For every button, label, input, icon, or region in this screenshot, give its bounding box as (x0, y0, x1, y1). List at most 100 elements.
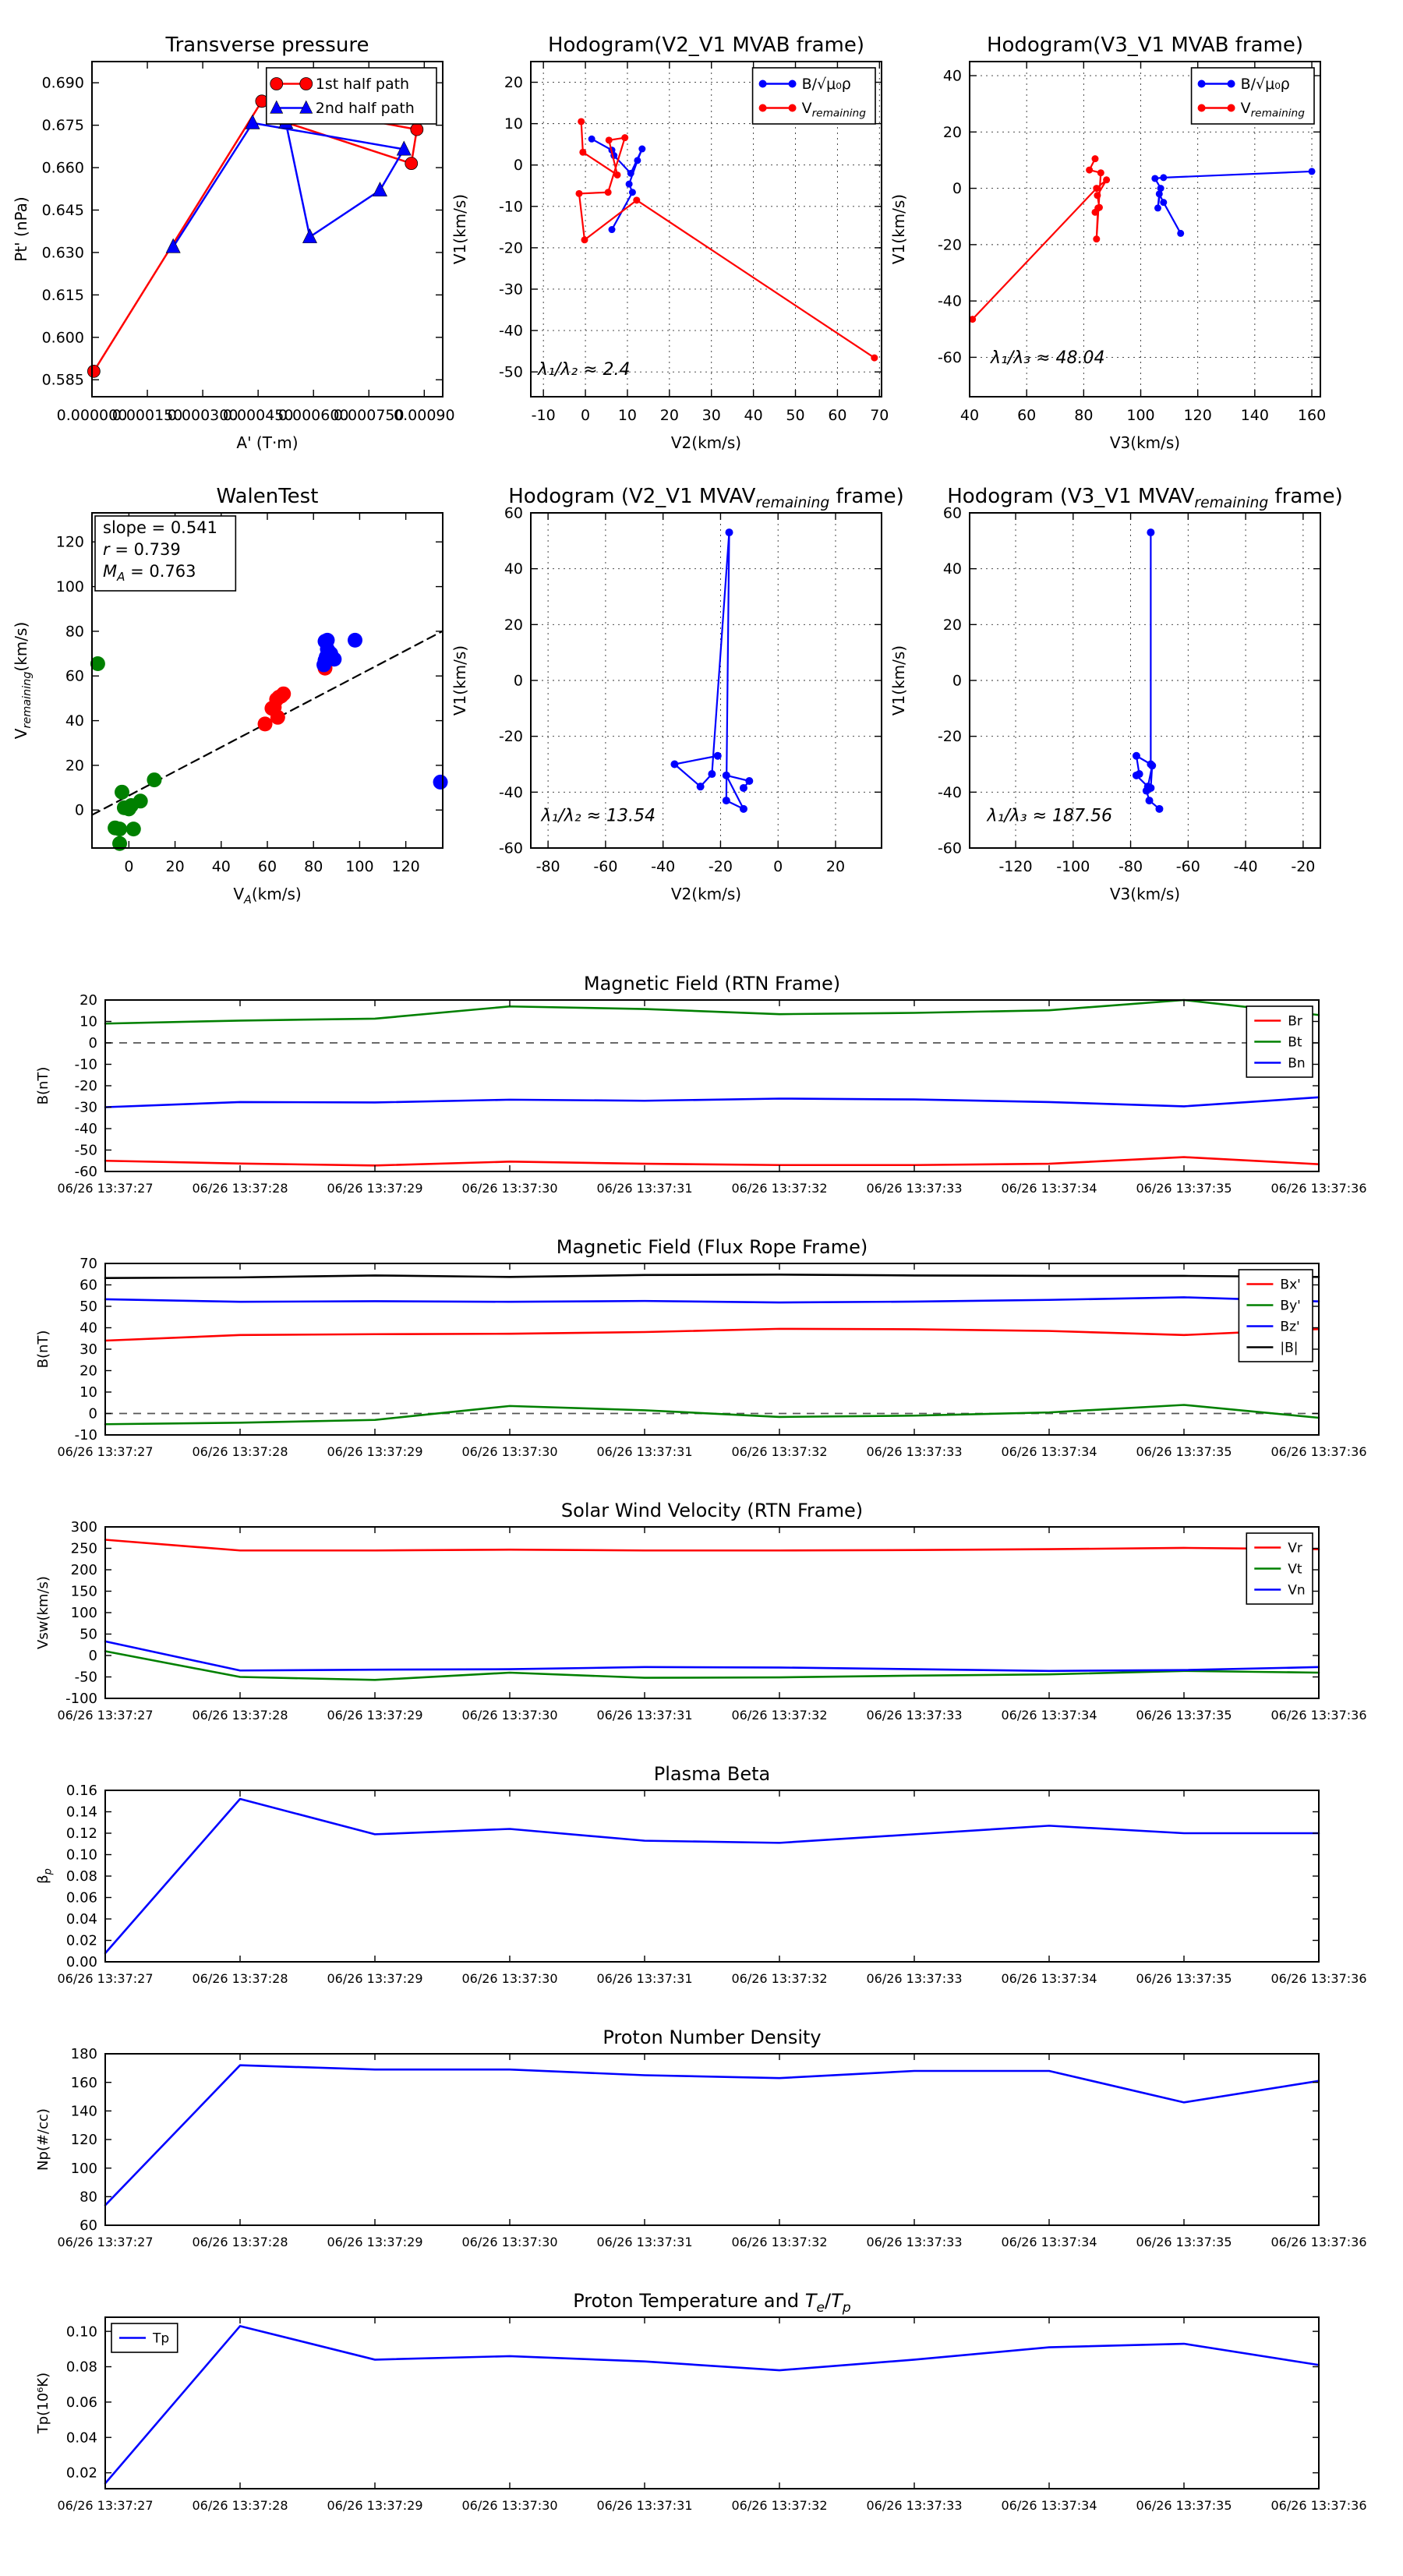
x-tick-label: 06/26 13:37:27 (57, 1181, 153, 1196)
dot-marker (1103, 176, 1111, 184)
dot-marker (745, 777, 754, 785)
chart-magnetic-field-flux-rope: 06/26 13:37:27 06/26 13:37:28 06/26 13:37:… (35, 1236, 1367, 1459)
y-tick-label: 0.02 (66, 2465, 97, 2482)
x-tick-label: 20 (826, 858, 845, 875)
x-tick-label: 06/26 13:37:33 (866, 1444, 962, 1459)
x-tick-label: 06/26 13:37:33 (866, 1971, 962, 1986)
y-tick-label: -50 (75, 1670, 97, 1686)
x-tick-label: -60 (1176, 858, 1200, 875)
legend: Br Bt Bn (1246, 1005, 1313, 1078)
dot-marker (1197, 80, 1206, 88)
chart-proton-number-density: 06/26 13:37:27 06/26 13:37:28 06/26 13:37:… (35, 2027, 1367, 2249)
y-tick-label: -40 (75, 1121, 97, 1137)
legend: Vr Vt Vn (1246, 1532, 1313, 1605)
x-tick-label: 80 (304, 858, 323, 875)
dot-marker (788, 80, 797, 88)
chart-title: Solar Wind Velocity (RTN Frame) (561, 1500, 863, 1521)
dot-marker (1151, 175, 1159, 182)
dot-marker (133, 793, 148, 809)
dot-marker (579, 148, 587, 156)
x-tick-label: 100 (1126, 407, 1154, 424)
y-tick-label: 80 (80, 2189, 97, 2205)
y-tick-label: 0.04 (66, 1911, 97, 1928)
y-tick-label: -100 (65, 1691, 97, 1707)
x-tick-label: 120 (1184, 407, 1212, 424)
series-Vt (104, 1650, 1320, 1681)
dot-marker (722, 771, 730, 779)
x-tick-label: 06/26 13:37:34 (1001, 1444, 1097, 1459)
x-axis-label: V3(km/s) (1110, 433, 1180, 452)
dot-marker (1093, 235, 1101, 243)
y-tick-label: -60 (499, 839, 523, 857)
dot-marker (257, 716, 273, 732)
x-tick-label: 06/26 13:37:31 (596, 2498, 692, 2513)
x-tick-label: 06/26 13:37:36 (1270, 2498, 1366, 2513)
y-tick-label: 150 (71, 1584, 97, 1600)
x-tick-label: 0.000600 (278, 407, 349, 424)
x-tick-label: 06/26 13:37:36 (1270, 1181, 1366, 1196)
dot-marker (1177, 229, 1185, 237)
legend-label: Vremaining (802, 100, 867, 120)
x-tick-label: 06/26 13:37:30 (461, 1181, 557, 1196)
y-tick-label: -40 (938, 293, 962, 310)
lambda-annotation: λ₁/λ₃ ≈ 48.04 (990, 348, 1105, 368)
x-tick-label: 06/26 13:37:32 (731, 2498, 827, 2513)
dot-marker (608, 226, 616, 234)
dot-marker (969, 316, 977, 323)
x-tick-label: 06/26 13:37:29 (327, 2235, 422, 2249)
y-tick-label: 50 (80, 1299, 97, 1315)
y-tick-label: 100 (71, 2161, 97, 2177)
y-tick-label: 200 (71, 1562, 97, 1578)
x-tick-label: 60 (828, 407, 846, 424)
series-B-path (673, 531, 751, 810)
x-tick-label: 06/26 13:37:33 (866, 1181, 962, 1196)
x-tick-label: 06/26 13:37:36 (1270, 1971, 1366, 1986)
y-tick-label: 0 (89, 1035, 97, 1051)
dot-marker (1132, 751, 1140, 760)
x-tick-label: 06/26 13:37:34 (1001, 1971, 1097, 1986)
y-tick-label: 300 (71, 1519, 97, 1535)
dot-marker (605, 136, 613, 144)
x-tick-label: -120 (998, 858, 1032, 875)
x-axis-label: A' (T·m) (236, 433, 298, 452)
y-tick-label: 20 (504, 74, 523, 91)
x-tick-label: 06/26 13:37:27 (57, 2235, 153, 2249)
legend: 1st half path 2nd half path (265, 67, 437, 125)
dot-marker (638, 145, 646, 153)
y-tick-label: 0 (89, 1648, 97, 1664)
y-tick-label: 40 (943, 560, 962, 578)
y-tick-label: 10 (80, 1014, 97, 1030)
dot-marker (1308, 168, 1316, 175)
x-tick-label: 06/26 13:37:36 (1270, 1444, 1366, 1459)
y-tick-label: 0.690 (42, 75, 84, 92)
y-tick-label: 20 (80, 992, 97, 1009)
dot-marker (1094, 192, 1101, 200)
series-beta-p (104, 1797, 1320, 1955)
y-tick-label: -20 (499, 239, 523, 256)
chart-hodogram-v3v1-mvav: -120 -100 -80 -60 -40 -20 -60 -40 -20 0 20 40 60Hodo… (889, 485, 1343, 903)
x-tick-label: 06/26 13:37:28 (192, 2235, 288, 2249)
dot-marker (112, 822, 128, 837)
x-tick-label: 06/26 13:37:35 (1136, 1181, 1232, 1196)
x-axis-label: V3(km/s) (1110, 885, 1180, 903)
y-tick-label: 0.06 (66, 1890, 97, 1906)
legend-label: Vremaining (1241, 100, 1306, 120)
series-V-remaining (578, 120, 875, 359)
x-tick-label: 06/26 13:37:31 (596, 1971, 692, 1986)
x-tick-label: 06/26 13:37:32 (731, 1971, 827, 1986)
y-tick-label: 0.10 (66, 1847, 97, 1864)
axes-frame (104, 2316, 1320, 2489)
series-By (104, 1404, 1320, 1426)
x-tick-label: 06/26 13:37:30 (461, 1971, 557, 1986)
y-tick-label: 0.660 (42, 160, 84, 177)
legend-label: Vr (1288, 1540, 1302, 1556)
y-tick-label: 60 (943, 504, 962, 521)
x-tick-label: 06/26 13:37:29 (327, 2498, 422, 2513)
chart-title: Proton Temperature and Te/Tp (573, 2290, 851, 2316)
y-tick-label: -30 (499, 281, 523, 298)
dot-marker (1148, 761, 1157, 770)
chart-title: Hodogram(V2_V1 MVAB frame) (548, 34, 864, 57)
y-tick-label: 80 (65, 623, 84, 640)
x-tick-label: 06/26 13:37:28 (192, 1181, 288, 1196)
series-Vr (104, 1539, 1320, 1552)
